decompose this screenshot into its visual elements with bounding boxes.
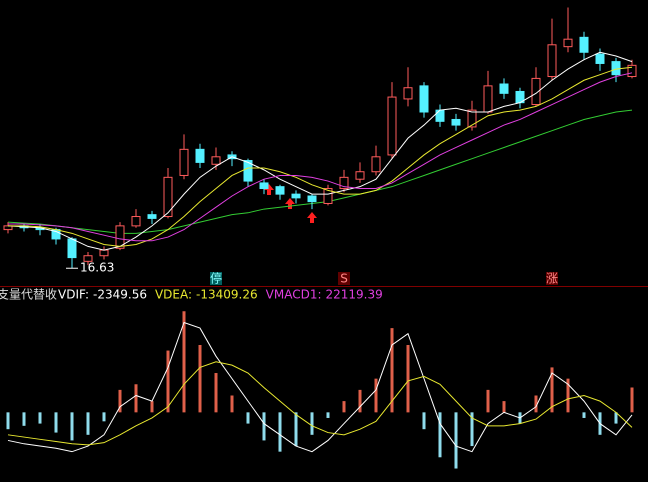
marker-label: 停 — [210, 271, 222, 286]
candle-body — [147, 214, 157, 219]
candle-body — [435, 109, 445, 122]
candle-body — [99, 249, 109, 257]
legend-value: -2349.56 — [93, 288, 147, 302]
candle-body — [339, 176, 349, 190]
legend-label: VDEA: — [155, 288, 192, 302]
legend-value: 22119.39 — [326, 288, 383, 302]
candle-body — [387, 96, 397, 156]
candle-body — [371, 156, 381, 173]
indicator-line — [7, 109, 633, 234]
candle-body — [563, 38, 573, 48]
candle-body — [243, 160, 253, 182]
legend-value: -13409.26 — [196, 288, 258, 302]
indicator-line — [7, 51, 633, 251]
legend-label: VDIF: — [58, 288, 89, 302]
signal-arrow — [264, 184, 274, 195]
candle-body — [355, 171, 365, 180]
candle-body — [291, 193, 301, 199]
indicator-line — [8, 72, 633, 242]
marker-box — [546, 272, 558, 285]
indicator-line — [7, 361, 633, 446]
candle-body — [131, 216, 141, 227]
signal-arrows — [264, 184, 317, 223]
candle-body — [307, 195, 317, 203]
candle-body — [403, 87, 413, 100]
candle-body — [179, 148, 189, 176]
legend-label: VMACD1: — [266, 288, 322, 302]
signal-arrow — [285, 198, 295, 209]
candle-body — [611, 61, 621, 76]
marker-box — [338, 272, 350, 285]
candle-body — [595, 53, 605, 64]
indicator-title: 支量代替收 — [0, 288, 57, 302]
candle-body — [451, 118, 461, 126]
candle-body — [115, 225, 125, 249]
candle-body — [323, 188, 333, 204]
candle-body — [419, 85, 429, 113]
signal-arrow — [307, 212, 317, 223]
indicator-line — [7, 321, 633, 453]
candle-body — [83, 255, 93, 262]
candle-body — [547, 44, 557, 78]
candle-body — [483, 85, 493, 113]
indicator-line — [8, 66, 633, 247]
marker-label: S — [340, 272, 348, 286]
candle-body — [531, 77, 541, 106]
candle-body — [67, 238, 77, 259]
candle-body — [627, 64, 637, 78]
candle-body — [499, 83, 509, 94]
candle-body — [275, 186, 285, 195]
low-label: 16.63 — [80, 261, 114, 275]
marker-label: 涨 — [546, 271, 558, 286]
candle-body — [259, 182, 269, 190]
candle-body — [195, 148, 205, 163]
candle-body — [211, 156, 221, 165]
marker-box — [210, 272, 222, 285]
candle-body — [163, 176, 173, 218]
candle-body — [467, 109, 477, 128]
candle-body — [579, 36, 589, 53]
